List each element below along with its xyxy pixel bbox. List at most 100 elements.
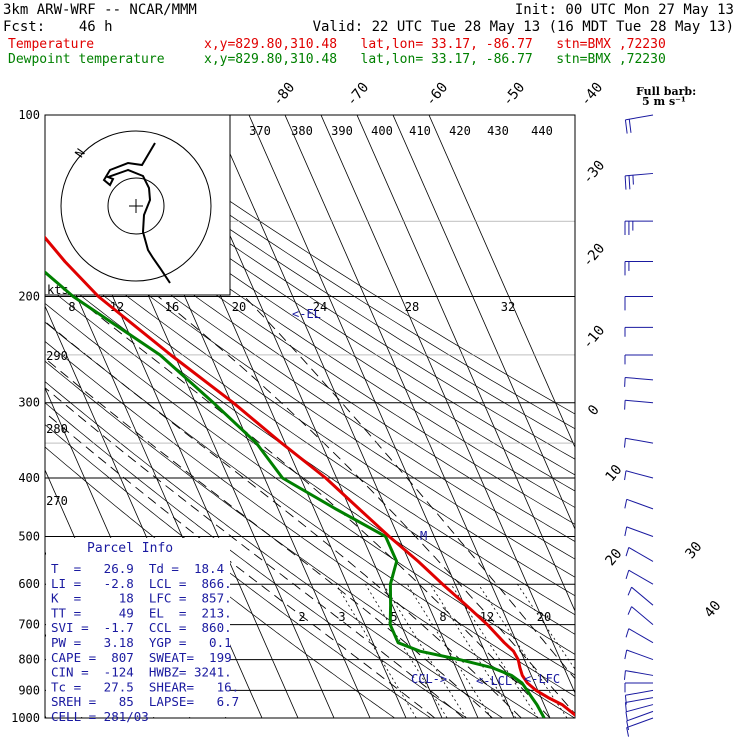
wind-barb-staff — [625, 470, 654, 479]
theta-label: 400 — [371, 124, 393, 138]
theta-label: 380 — [291, 124, 313, 138]
pressure-label: 800 — [18, 653, 40, 667]
wind-barb — [624, 526, 654, 537]
wind-barb-staff — [626, 649, 654, 661]
theta-label: 290 — [46, 349, 68, 363]
wind-barb-staff — [625, 437, 654, 444]
isotherm-label: -10 — [580, 323, 609, 353]
mixing-ratio-line — [478, 583, 568, 718]
temperature-location: x,y=829.80,310.48 lat,lon= 33.17, -86.77… — [204, 37, 666, 52]
pressure-axis-labels: 100 200 300 400 500 600 700 800 900 1000 — [11, 108, 40, 725]
isotherm-label: -80 — [270, 80, 299, 110]
theta-label: 280 — [46, 422, 68, 436]
pressure-label: 100 — [18, 108, 40, 122]
parcel-info-row: CIN = -124 HWBZ= 3241. — [51, 665, 232, 680]
wind-barb-staff — [631, 586, 654, 606]
wind-barb-flag — [624, 175, 627, 190]
theta-label: 270 — [46, 494, 68, 508]
wind-barb — [624, 172, 654, 190]
isotherm-label: -70 — [344, 80, 373, 110]
wind-barb-staff — [625, 689, 654, 696]
pressure-label: 300 — [18, 396, 40, 410]
wind-barb — [624, 697, 654, 712]
hodograph-frame — [44, 114, 231, 296]
temperature-legend: Temperature — [8, 37, 95, 52]
wind-barb-flag — [625, 570, 630, 580]
el-marker: <-EL — [292, 307, 321, 321]
mixing-ratio-label: 12 — [480, 610, 494, 624]
parcel-info-row: TT = 49 EL = 213. — [51, 605, 232, 620]
forecast-hour: Fcst: 46 h — [3, 19, 113, 35]
parcel-info-row: CELL = 281/03 — [51, 709, 149, 724]
wind-barb-staff — [628, 569, 654, 585]
wind-barb — [627, 606, 654, 625]
isotherm-label: 40 — [701, 598, 724, 621]
theta-label: 410 — [409, 124, 431, 138]
wind-barb-flag — [627, 606, 633, 615]
wind-barb-flag — [624, 119, 628, 134]
wind-barb — [624, 114, 654, 134]
dry-adiabat-line — [45, 381, 503, 718]
isotherm-label: -40 — [578, 80, 607, 110]
wind-barb — [624, 682, 653, 693]
isotherm-line — [320, 115, 575, 694]
wind-barb-staff — [625, 704, 654, 713]
parcel-info-background — [46, 538, 230, 717]
wind-barb-flag — [623, 438, 626, 448]
parcel-info-row: CAPE = 807 SWEAT= 199 — [51, 650, 232, 665]
isotherm-line — [45, 714, 47, 718]
wind-barb-staff — [626, 717, 654, 729]
theta-label: 420 — [449, 124, 471, 138]
mixing-ratio-label: 5 — [390, 610, 397, 624]
wind-barb-flag — [627, 586, 633, 596]
hodograph-tick-label: 24 — [313, 300, 327, 314]
wind-key-title: Full barb: — [636, 85, 696, 98]
wind-barb-flag — [624, 470, 627, 481]
mixing-ratio-line — [383, 583, 467, 718]
wind-barb-staff — [626, 498, 654, 510]
wind-barb — [624, 354, 653, 365]
pressure-label: 600 — [18, 577, 40, 591]
isotherm-line — [356, 115, 575, 613]
wind-barb-staff — [626, 710, 654, 722]
hodograph-tick-label: 16 — [165, 300, 179, 314]
parcel-info-row: K = 18 LFC = 857. — [51, 591, 232, 606]
isotherm-label: 30 — [682, 539, 705, 562]
wind-barb-staff — [625, 670, 654, 676]
wind-barb — [624, 296, 653, 311]
isotherm-label: -30 — [580, 158, 609, 188]
dewpoint-legend: Dewpoint temperature — [8, 52, 165, 67]
wind-barb-flag — [624, 526, 628, 537]
wind-barb — [624, 689, 654, 705]
wind-barb — [624, 470, 654, 481]
isotherm-line — [428, 115, 575, 449]
wind-barb — [625, 628, 654, 644]
isotherm-line — [0, 102, 16, 731]
pressure-label: 900 — [18, 683, 40, 697]
isotherm-label: -50 — [500, 80, 529, 110]
wind-key: Full barb: 5 m s⁻¹ — [636, 85, 696, 108]
wind-barb-staff — [628, 628, 654, 644]
lfc-marker: <-LFC — [524, 672, 560, 686]
wind-barb — [625, 704, 654, 722]
mixing-ratio-line — [450, 583, 539, 718]
hodograph-ring-outer — [60, 130, 212, 282]
parcel-info-row: SVI = -1.7 CCL = 860. — [51, 620, 232, 635]
mixing-ratio-label: 8 — [439, 610, 446, 624]
wind-barb — [624, 220, 653, 235]
theta-labels: 370 380 390 400 410 420 430 440 290 280 270 — [46, 124, 553, 508]
mixing-ratio-label: 20 — [537, 610, 551, 624]
wind-key-value: 5 m s⁻¹ — [642, 95, 686, 108]
isotherm-labels: -80 -70 -60 -50 -40 -30 -20 -10 0 10 20 30 40 — [270, 80, 725, 621]
hodograph: N kts — [44, 114, 231, 297]
theta-label: 390 — [331, 124, 353, 138]
parcel-info-panel: Parcel Info T = 26.9 Td = 18.4LI = -2.8 … — [46, 538, 239, 724]
wind-barb-staff — [625, 399, 654, 404]
wind-barb-staff — [625, 172, 654, 177]
dry-adiabat-line — [45, 402, 467, 718]
wind-barb-flag — [626, 720, 630, 731]
wind-barb-flag — [623, 670, 626, 680]
theta-label: 440 — [531, 124, 553, 138]
hodograph-tick-label: 8 — [68, 300, 75, 314]
pressure-label: 500 — [18, 529, 40, 543]
